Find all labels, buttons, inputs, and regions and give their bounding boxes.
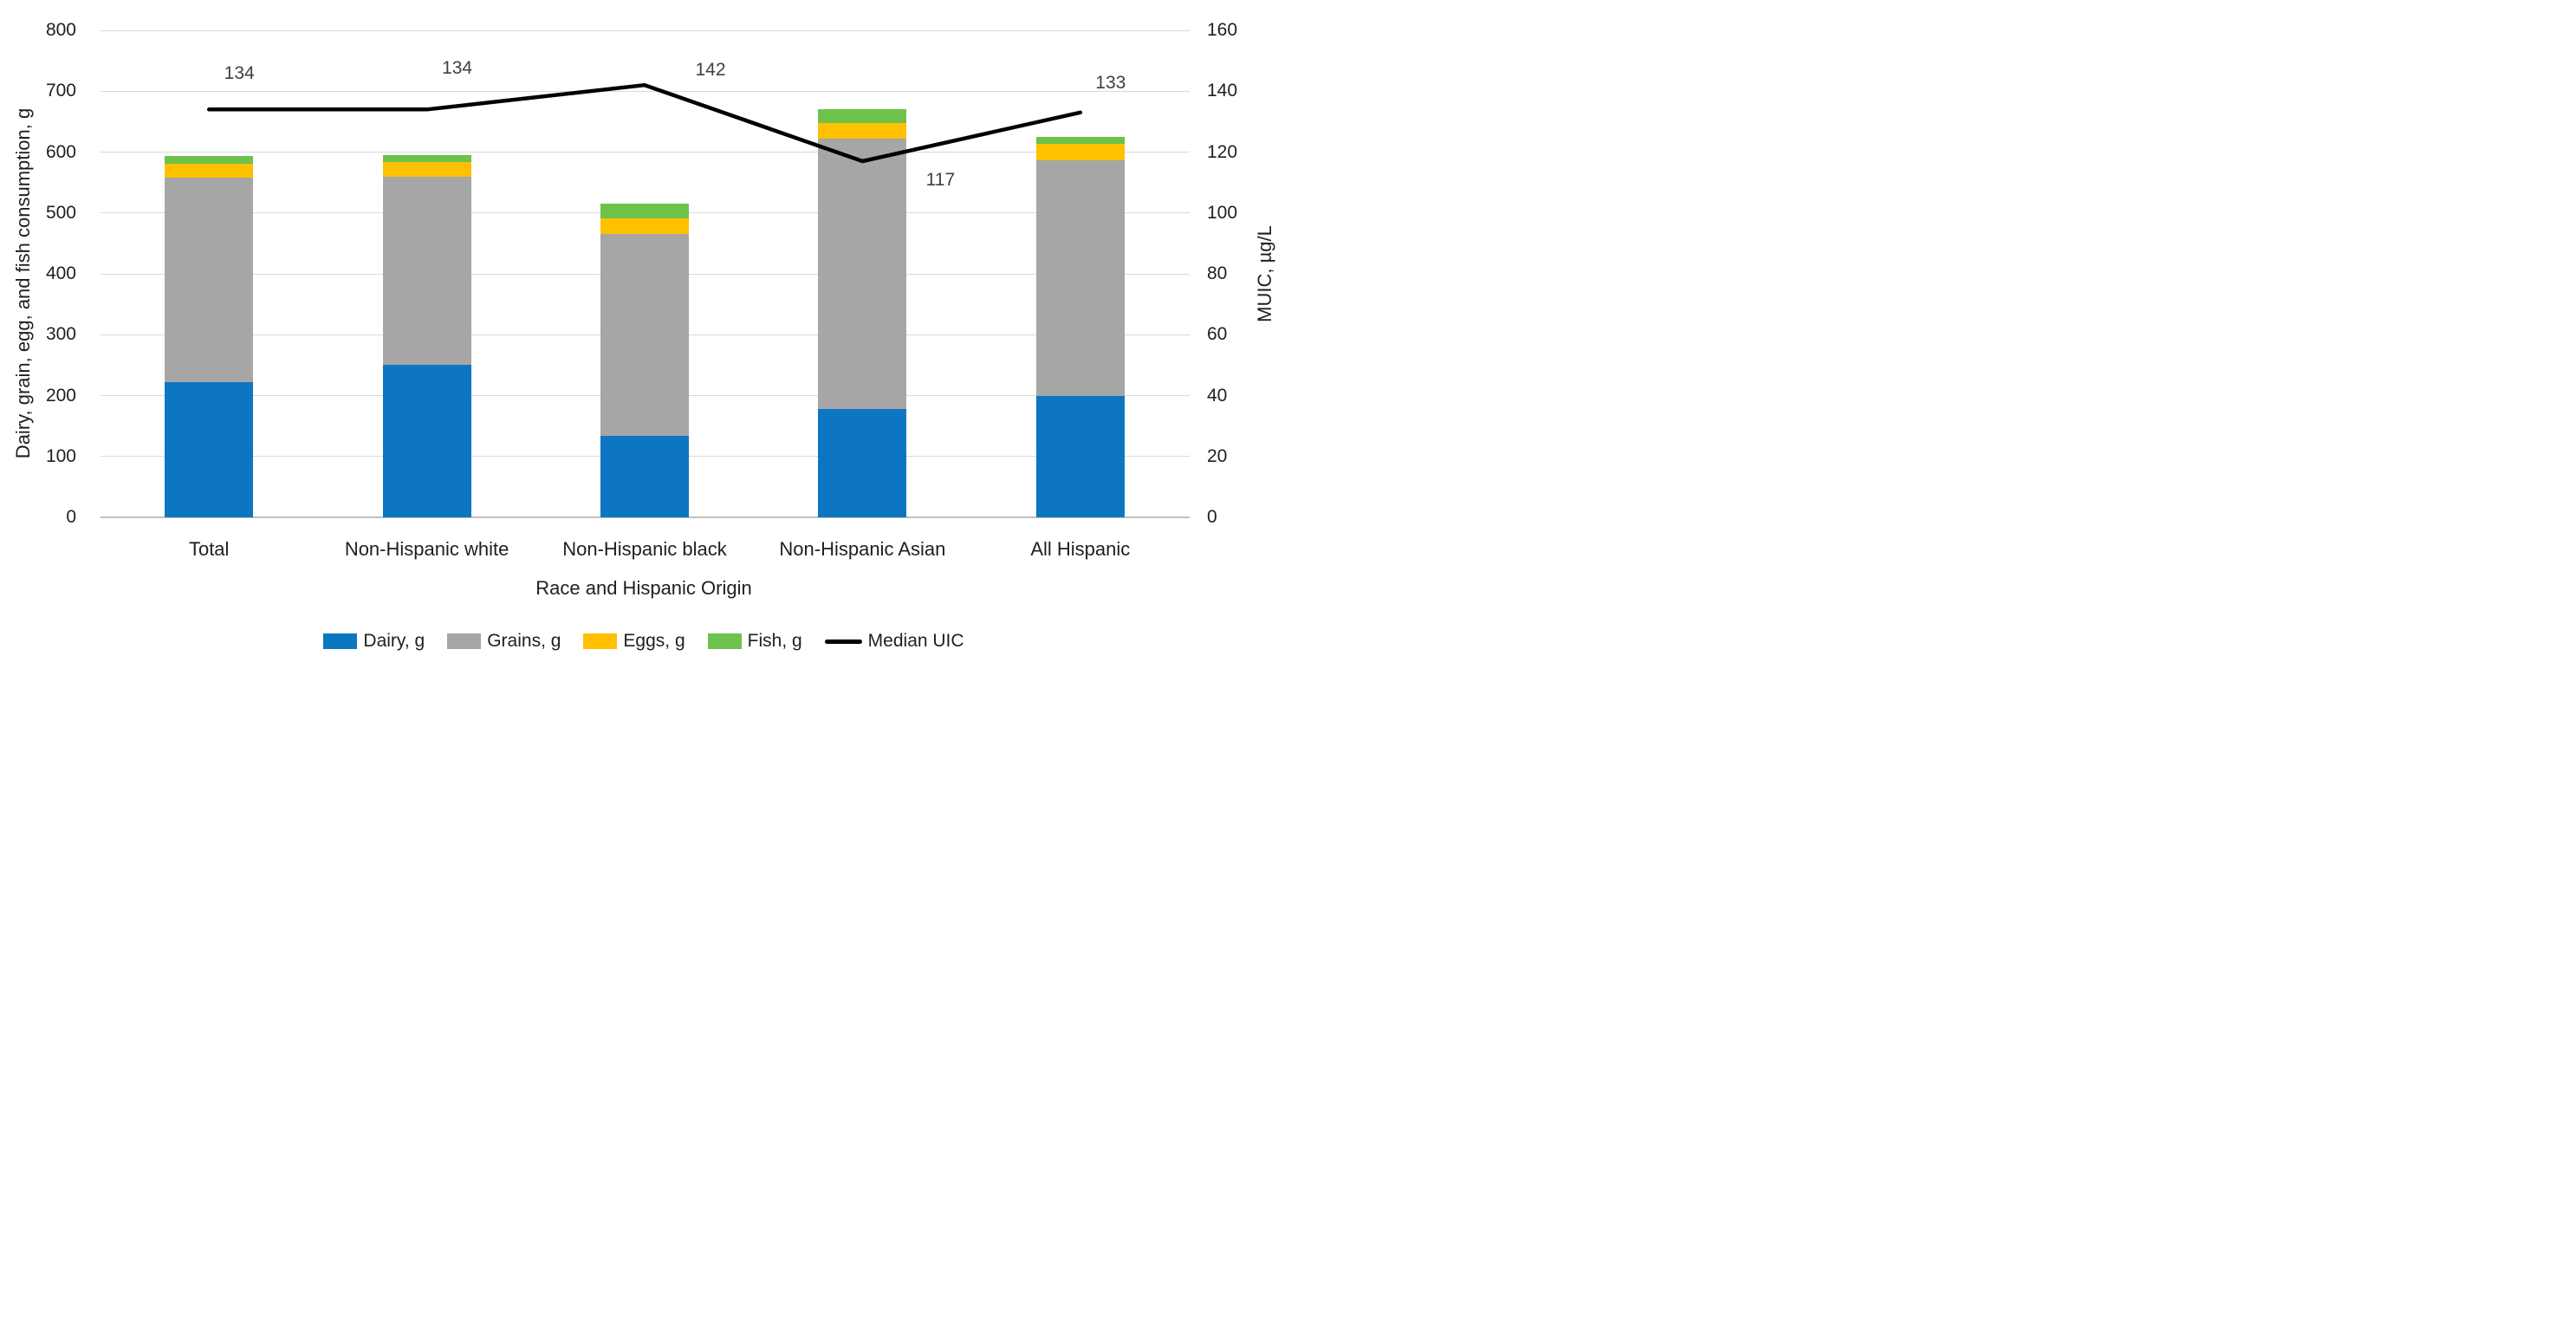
- left-axis-tick-label: 500: [45, 202, 76, 223]
- chart: 0 0 100 20 200 40 300 60 400 80 500 100 600 120 700 140…: [0, 0, 1288, 666]
- left-axis-tick-label: 0: [66, 507, 76, 527]
- left-axis-title: Dairy, grain, egg, and fish consumption,…: [12, 107, 34, 459]
- legend-item-dairy-g: Dairy, g: [323, 631, 425, 652]
- bar-segment-fishg: [165, 155, 254, 164]
- legend-square-icon: [583, 633, 618, 649]
- left-axis-tick-label: 400: [45, 263, 76, 283]
- right-axis-tick-label: 140: [1207, 81, 1238, 101]
- bar-segment-dairyg: [600, 435, 689, 517]
- bar-segment-fishg: [1035, 136, 1125, 144]
- legend-square-icon: [323, 633, 358, 649]
- left-axis-tick-label: 300: [45, 324, 76, 345]
- left-axis-tick-label: 600: [45, 141, 76, 162]
- legend-item-fish-g: Fish, g: [707, 631, 802, 652]
- bar-segment-dairyg: [1035, 396, 1125, 517]
- legend-item-eggs-g: Eggs, g: [583, 631, 685, 652]
- gridline: [100, 90, 1190, 92]
- category-label: Non-Hispanic black: [562, 538, 727, 560]
- line-data-label: 117: [925, 170, 956, 191]
- right-axis-title: MUIC, µg/L: [1254, 225, 1275, 322]
- legend-line-icon: [824, 639, 862, 644]
- right-axis-tick-label: 40: [1207, 385, 1228, 406]
- bar-segment-dairyg: [165, 382, 254, 517]
- category-label: Non-Hispanic white: [344, 538, 509, 560]
- bar-segment-eggsg: [382, 162, 471, 177]
- right-axis-tick-label: 0: [1207, 507, 1217, 527]
- right-axis-tick-label: 160: [1207, 20, 1238, 40]
- line-data-label: 133: [1095, 72, 1126, 93]
- legend-label: Median UIC: [867, 631, 964, 651]
- legend-item-grains-g: Grains, g: [447, 631, 561, 652]
- right-axis-tick-label: 80: [1207, 263, 1228, 283]
- right-axis-tick-label: 20: [1207, 445, 1228, 466]
- line-data-label: 142: [695, 60, 726, 81]
- right-axis-tick-label: 100: [1207, 202, 1238, 223]
- bar-segment-grainsg: [1035, 159, 1125, 397]
- category-label: All Hispanic: [1030, 538, 1131, 560]
- gridline: [100, 29, 1190, 31]
- bar-segment-fishg: [600, 204, 689, 219]
- line-data-label: 134: [442, 58, 473, 79]
- gridline: [100, 152, 1190, 153]
- category-label: Total: [188, 538, 230, 560]
- bar-segment-dairyg: [818, 408, 907, 517]
- legend-label: Dairy, g: [363, 631, 425, 651]
- x-axis-title: Race and Hispanic Origin: [535, 577, 752, 599]
- bar-segment-dairyg: [382, 365, 471, 517]
- right-axis-tick-label: 60: [1207, 324, 1228, 345]
- legend: Dairy, g Grains, g Eggs, g Fish, g Median UI…: [0, 629, 1288, 653]
- legend-item-median-uic: Median UIC: [824, 631, 964, 652]
- bar-segment-grainsg: [165, 178, 254, 383]
- legend-label: Grains, g: [487, 631, 561, 651]
- bar-segment-eggsg: [818, 122, 907, 140]
- category-label: Non-Hispanic Asian: [779, 538, 946, 560]
- legend-label: Fish, g: [747, 631, 802, 651]
- legend-label: Eggs, g: [623, 631, 685, 651]
- bar-segment-grainsg: [818, 139, 907, 409]
- legend-square-icon: [707, 633, 742, 649]
- x-axis-line: [100, 516, 1190, 518]
- bar-segment-grainsg: [600, 233, 689, 436]
- legend-square-icon: [447, 633, 482, 649]
- left-axis-tick-label: 100: [45, 445, 76, 466]
- bar-segment-eggsg: [1035, 143, 1125, 160]
- bar-segment-fishg: [818, 109, 907, 123]
- bar-segment-grainsg: [382, 176, 471, 366]
- line-data-label: 134: [224, 63, 255, 84]
- bar-segment-fishg: [382, 155, 471, 163]
- left-axis-tick-label: 200: [45, 385, 76, 406]
- right-axis-tick-label: 120: [1207, 141, 1238, 162]
- left-axis-tick-label: 700: [45, 81, 76, 101]
- bar-segment-eggsg: [165, 163, 254, 178]
- bar-segment-eggsg: [600, 218, 689, 234]
- left-axis-tick-label: 800: [45, 20, 76, 40]
